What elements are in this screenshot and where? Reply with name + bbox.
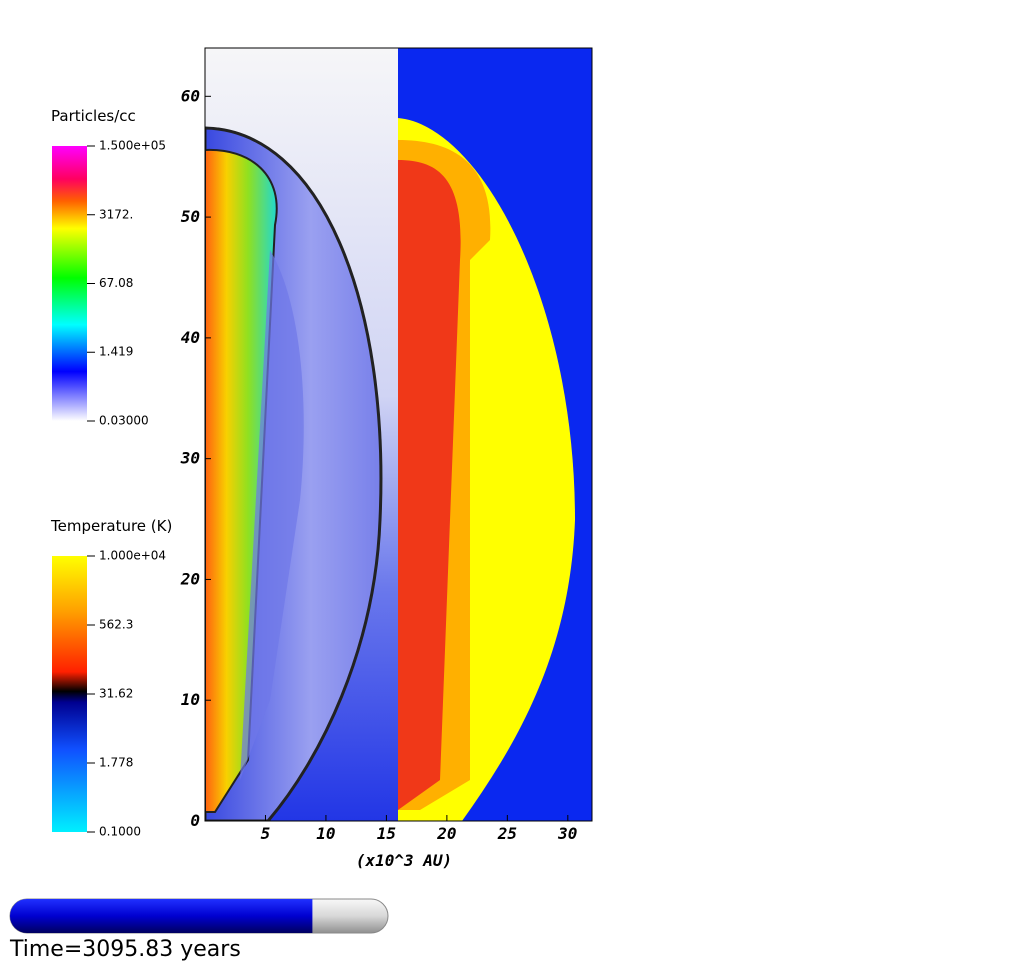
x-tick-label: 5 [261, 824, 271, 843]
colorbar [52, 556, 87, 832]
x-tick-label: 30 [557, 824, 577, 843]
colorbar-tick-label: 67.08 [99, 276, 133, 290]
x-tick-label: 15 [377, 824, 396, 843]
plot-frame [204, 47, 593, 822]
colorbar-tick-label: 3172. [99, 207, 133, 221]
x-axis-label: (x10^3 AU) [356, 851, 452, 870]
x-tick-label: 25 [497, 824, 517, 843]
colorbar-tick-label: 0.03000 [99, 414, 149, 428]
colorbar-tick-label: 1.778 [99, 756, 133, 770]
colorbar-tick-label: 0.1000 [99, 825, 141, 839]
y-tick-label: 30 [180, 449, 200, 468]
y-tick-label: 40 [181, 328, 200, 347]
colorbar-tick-label: 1.000e+04 [99, 549, 166, 563]
y-tick-label: 60 [181, 86, 200, 105]
colorbar-title: Temperature (K) [50, 517, 172, 535]
field-image [205, 48, 592, 821]
colorbar-tick-label: 562.3 [99, 618, 133, 632]
progress-fill [10, 899, 313, 933]
y-tick-label: 0 [190, 811, 200, 830]
colorbar-title: Particles/cc [51, 107, 136, 125]
y-tick-label: 20 [180, 569, 200, 588]
x-tick-label: 20 [436, 824, 456, 843]
colorbar-tick-label: 1.419 [99, 345, 133, 359]
time-label: Time=3095.83 years [9, 937, 241, 962]
x-tick-label: 10 [316, 824, 335, 843]
y-tick-label: 50 [181, 207, 200, 226]
colorbar [52, 146, 87, 421]
colorbar-tick-label: 1.500e+05 [99, 139, 166, 153]
y-tick-label: 10 [181, 690, 200, 709]
colorbar-tick-label: 31.62 [99, 687, 133, 701]
